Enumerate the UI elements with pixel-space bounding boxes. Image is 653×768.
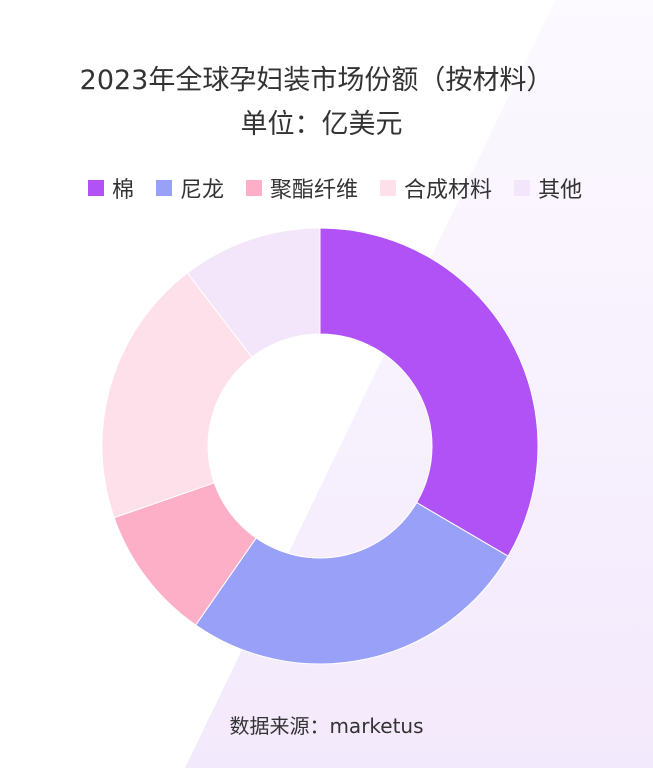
chart-subtitle: 单位：亿美元	[240, 109, 403, 140]
slice-other[interactable]	[186, 227, 321, 358]
legend-item-polyester[interactable]: 聚酯纤维	[246, 172, 358, 204]
legend-item-cotton[interactable]: 棉	[88, 172, 134, 204]
legend-label: 尼龙	[180, 178, 225, 203]
slice-cotton[interactable]	[319, 227, 539, 557]
legend-swatch	[380, 180, 397, 196]
legend-swatch	[246, 180, 263, 196]
slice-nylon[interactable]	[194, 501, 509, 665]
legend-item-synthetic[interactable]: 合成材料	[380, 172, 492, 204]
legend-label: 合成材料	[404, 178, 493, 203]
slice-synthetic[interactable]	[101, 272, 253, 519]
legend-label: 其他	[538, 178, 583, 203]
source-note: 数据来源：marketus	[229, 714, 424, 738]
legend-swatch	[514, 180, 531, 196]
legend-swatch	[88, 180, 104, 196]
legend-swatch	[156, 180, 173, 196]
legend-item-other[interactable]: 其他	[514, 172, 582, 204]
chart-title: 2023年全球孕妇装市场份额（按材料）	[79, 65, 554, 96]
legend: 棉 尼龙 聚酯纤维 合成材料 其他	[88, 172, 604, 204]
legend-item-nylon[interactable]: 尼龙	[156, 172, 224, 204]
legend-label: 棉	[112, 178, 135, 203]
legend-label: 聚酯纤维	[270, 178, 359, 203]
